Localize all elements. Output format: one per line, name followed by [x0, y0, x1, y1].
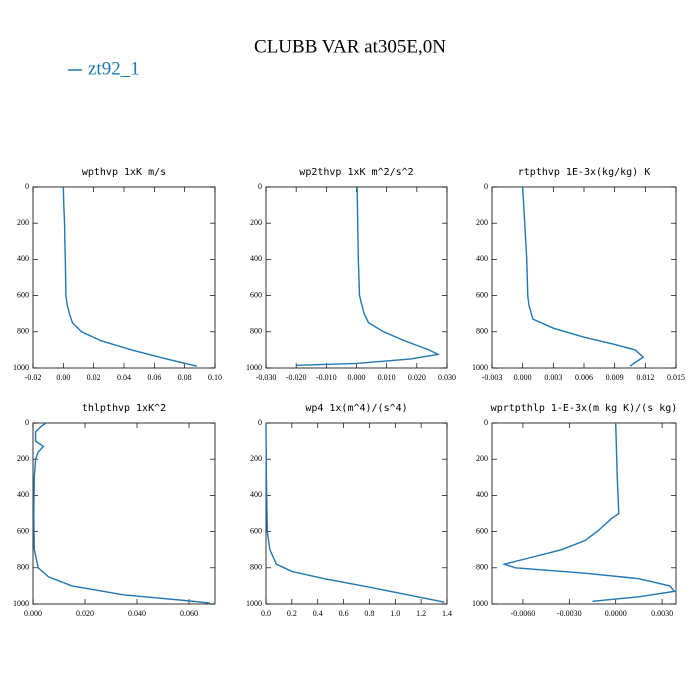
y-tick-label: 800: [17, 563, 29, 572]
y-tick-label: 0: [258, 182, 262, 191]
x-tick-label: -0.0060: [511, 609, 536, 618]
x-tick-label: 0.6: [339, 609, 349, 618]
plot-frame: [265, 422, 448, 605]
y-tick-label: 200: [17, 218, 29, 227]
x-tick-label: 0.0000: [605, 609, 627, 618]
x-tick-label: 0.003: [544, 373, 562, 382]
plot-frame: [32, 422, 216, 605]
y-tick-label: 800: [476, 563, 488, 572]
panel-title: wprtpthlp 1-E-3x(m kg K)/(s kg): [491, 403, 678, 414]
plot-frame: [32, 186, 216, 369]
plot-frame: [491, 186, 677, 369]
y-tick-label: 600: [17, 526, 29, 535]
plot-frame: [491, 422, 677, 605]
y-tick-label: 0: [484, 418, 488, 427]
y-tick-label: 400: [250, 490, 262, 499]
x-tick-label: 0.00: [56, 373, 70, 382]
y-tick-label: 600: [250, 526, 262, 535]
panel-title: wpthvp 1xK m/s: [82, 167, 166, 178]
y-tick-label: 0: [484, 182, 488, 191]
y-tick-label: 1000: [13, 599, 29, 608]
legend-label: zt92_1: [88, 58, 140, 79]
y-tick-label: 0: [25, 418, 29, 427]
x-tick-label: 0.0: [261, 609, 271, 618]
x-tick-label: 0.060: [180, 609, 198, 618]
y-tick-label: 0: [258, 418, 262, 427]
y-tick-label: 600: [17, 290, 29, 299]
panel-title: thlpthvp 1xK^2: [82, 403, 166, 414]
x-tick-label: 0.030: [438, 373, 456, 382]
y-tick-label: 200: [476, 218, 488, 227]
y-tick-label: 600: [250, 290, 262, 299]
x-tick-label: 0.009: [606, 373, 624, 382]
x-tick-label: -0.02: [25, 373, 42, 382]
x-tick-label: 0.006: [575, 373, 593, 382]
panel-title: wp2thvp 1xK m^2/s^2: [299, 167, 413, 178]
profile-line: [62, 186, 197, 367]
panel-title: rtpthvp 1E-3x(kg/kg) K: [518, 167, 650, 178]
x-tick-label: 0.000: [24, 609, 42, 618]
y-tick-label: 800: [17, 327, 29, 336]
y-tick-label: 400: [476, 490, 488, 499]
y-tick-label: 400: [250, 254, 262, 263]
y-tick-label: 1000: [246, 363, 262, 372]
plot-frame: [265, 186, 448, 369]
y-tick-label: 1000: [13, 363, 29, 372]
x-tick-label: 1.2: [416, 609, 426, 618]
x-tick-label: 0.020: [408, 373, 426, 382]
x-tick-label: 0.0030: [651, 609, 673, 618]
x-tick-label: 0.4: [313, 609, 323, 618]
x-tick-label: 0.04: [117, 373, 131, 382]
x-tick-label: 0.08: [178, 373, 192, 382]
y-tick-label: 200: [250, 454, 262, 463]
figure-title: CLUBB VAR at305E,0N: [254, 36, 446, 57]
x-tick-label: 0.8: [364, 609, 374, 618]
y-tick-label: 1000: [472, 599, 488, 608]
x-tick-label: 0.000: [348, 373, 366, 382]
y-tick-label: 800: [250, 327, 262, 336]
x-tick-label: 0.040: [128, 609, 146, 618]
x-tick-label: 0.012: [636, 373, 654, 382]
y-tick-label: 1000: [246, 599, 262, 608]
y-tick-label: 200: [250, 218, 262, 227]
profile-line: [501, 422, 676, 602]
x-tick-label: -0.0030: [557, 609, 582, 618]
profile-line: [33, 422, 210, 604]
x-tick-label: 0.06: [147, 373, 161, 382]
y-tick-label: 600: [476, 526, 488, 535]
x-tick-label: 0.10: [208, 373, 222, 382]
x-tick-label: -0.010: [316, 373, 337, 382]
x-tick-label: 0.02: [87, 373, 101, 382]
x-tick-label: 0.020: [76, 609, 94, 618]
y-tick-label: 400: [17, 254, 29, 263]
x-tick-label: -0.020: [286, 373, 307, 382]
y-tick-label: 0: [25, 182, 29, 191]
y-tick-label: 1000: [472, 363, 488, 372]
y-tick-label: 400: [476, 254, 488, 263]
x-tick-label: -0.003: [482, 373, 503, 382]
panel-title: wp4 1x(m^4)/(s^4): [305, 403, 407, 414]
profile-line: [521, 186, 645, 367]
x-tick-label: 0.010: [378, 373, 396, 382]
profile-line: [296, 186, 441, 366]
profile-line: [265, 422, 445, 603]
x-tick-label: 0.2: [287, 609, 297, 618]
x-tick-label: 0.000: [514, 373, 532, 382]
x-tick-label: -0.030: [256, 373, 277, 382]
y-tick-label: 600: [476, 290, 488, 299]
y-tick-label: 800: [250, 563, 262, 572]
x-tick-label: 1.4: [442, 609, 452, 618]
y-tick-label: 800: [476, 327, 488, 336]
y-tick-label: 400: [17, 490, 29, 499]
x-tick-label: 0.015: [667, 373, 685, 382]
x-tick-label: 1.0: [390, 609, 400, 618]
y-tick-label: 200: [17, 454, 29, 463]
y-tick-label: 200: [476, 454, 488, 463]
